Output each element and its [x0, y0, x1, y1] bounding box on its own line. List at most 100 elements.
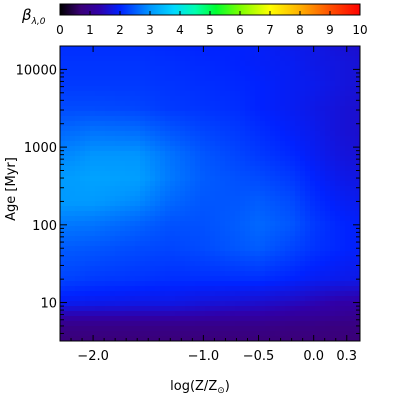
heatmap-cell: [125, 51, 131, 57]
heatmap-cell: [255, 331, 261, 337]
heatmap-cell: [335, 291, 341, 297]
heatmap-cell: [105, 256, 111, 262]
heatmap-cell: [340, 326, 346, 332]
heatmap-cell: [100, 171, 106, 177]
heatmap-cell: [125, 281, 131, 287]
heatmap-cell: [215, 66, 221, 72]
heatmap-cell: [280, 206, 286, 212]
heatmap-cell: [270, 236, 276, 242]
heatmap-cell: [330, 231, 336, 237]
heatmap-cell: [200, 71, 206, 77]
heatmap-cell: [165, 71, 171, 77]
heatmap-cell: [185, 46, 191, 52]
heatmap-cell: [145, 331, 151, 337]
heatmap-cell: [345, 226, 351, 232]
heatmap-cell: [210, 251, 216, 257]
heatmap-cell: [155, 111, 161, 117]
heatmap-cell: [215, 231, 221, 237]
heatmap-cell: [230, 336, 236, 341]
heatmap-cell: [150, 311, 156, 317]
heatmap-cell: [185, 296, 191, 302]
heatmap-cell: [195, 166, 201, 172]
heatmap-cell: [160, 336, 166, 341]
heatmap-cell: [320, 331, 326, 337]
heatmap-cell: [80, 151, 86, 157]
heatmap-cell: [190, 61, 196, 67]
heatmap-cell: [155, 266, 161, 272]
heatmap-cell: [265, 186, 271, 192]
heatmap-cell: [250, 101, 256, 107]
heatmap-cell: [165, 86, 171, 92]
heatmap-cell: [65, 56, 71, 62]
heatmap-cell: [280, 181, 286, 187]
heatmap-cell: [340, 106, 346, 112]
heatmap-cell: [105, 286, 111, 292]
heatmap-cell: [60, 56, 66, 62]
heatmap-cell: [210, 236, 216, 242]
heatmap-cell: [320, 221, 326, 227]
heatmap-cell: [170, 316, 176, 322]
heatmap-cell: [65, 251, 71, 257]
heatmap-cell: [255, 111, 261, 117]
heatmap-cell: [210, 301, 216, 307]
heatmap-cell: [115, 331, 121, 337]
heatmap-cell: [210, 331, 216, 337]
heatmap-cell: [225, 281, 231, 287]
heatmap-cell: [110, 46, 116, 52]
heatmap-cell: [280, 246, 286, 252]
heatmap-cell: [135, 246, 141, 252]
heatmap-cell: [195, 46, 201, 52]
heatmap-cell: [255, 156, 261, 162]
heatmap-cell: [245, 251, 251, 257]
heatmap-cell: [285, 161, 291, 167]
heatmap-cell: [65, 111, 71, 117]
heatmap-cell: [120, 166, 126, 172]
heatmap-cell: [270, 96, 276, 102]
heatmap-cell: [345, 186, 351, 192]
heatmap-cell: [290, 326, 296, 332]
heatmap-cell: [230, 136, 236, 142]
heatmap-cell: [315, 211, 321, 217]
heatmap-cell: [305, 196, 311, 202]
heatmap-cell: [345, 301, 351, 307]
heatmap-cell: [165, 171, 171, 177]
heatmap-cell: [235, 71, 241, 77]
heatmap-cell: [200, 251, 206, 257]
heatmap-cell: [165, 196, 171, 202]
heatmap-cell: [345, 181, 351, 187]
heatmap-cell: [240, 251, 246, 257]
heatmap-cell: [190, 201, 196, 207]
heatmap-cell: [245, 291, 251, 297]
heatmap-cell: [235, 126, 241, 132]
heatmap-cell: [275, 211, 281, 217]
heatmap-cell: [230, 291, 236, 297]
heatmap-cell: [255, 316, 261, 322]
heatmap-cell: [65, 136, 71, 142]
heatmap-cell: [350, 266, 356, 272]
heatmap-cell: [275, 331, 281, 337]
heatmap-cell: [305, 81, 311, 87]
heatmap-cell: [120, 241, 126, 247]
heatmap-cell: [305, 141, 311, 147]
heatmap-cell: [350, 336, 356, 341]
heatmap-cell: [270, 291, 276, 297]
heatmap-cell: [245, 276, 251, 282]
heatmap-cell: [350, 311, 356, 317]
plot-frame: [59, 45, 361, 342]
heatmap-cell: [175, 221, 181, 227]
heatmap-cell: [295, 316, 301, 322]
heatmap-cell: [225, 216, 231, 222]
heatmap-cell: [300, 296, 306, 302]
heatmap-cell: [345, 286, 351, 292]
heatmap-cell: [350, 216, 356, 222]
heatmap-cell: [150, 51, 156, 57]
heatmap-cell: [255, 136, 261, 142]
heatmap-cell: [320, 76, 326, 82]
heatmap-cell: [170, 131, 176, 137]
heatmap-cell: [185, 76, 191, 82]
heatmap-cell: [295, 196, 301, 202]
x-axis-title-sun: ⊙: [217, 386, 225, 396]
heatmap-cell: [185, 101, 191, 107]
heatmap-cell: [60, 151, 66, 157]
heatmap-cell: [295, 296, 301, 302]
